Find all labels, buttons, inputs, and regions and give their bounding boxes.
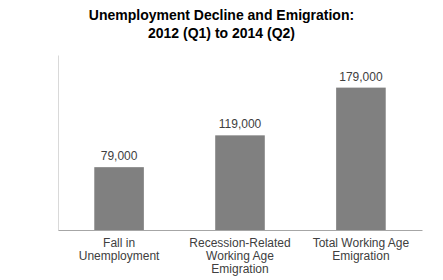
x-tick-label-line: Total Working Age xyxy=(313,236,410,250)
bar xyxy=(336,88,386,230)
x-tick-label-line: Emigration xyxy=(332,249,389,263)
x-tick-label-line: Fall in xyxy=(103,236,135,250)
bar xyxy=(215,135,265,230)
x-axis: Fall inUnemployment Recession-RelatedWork… xyxy=(59,230,423,276)
subtitle: 2012 (Q1) to 2014 (Q2) xyxy=(148,25,295,41)
x-tick: Fall inUnemployment xyxy=(79,230,160,263)
x-tick: Total Working AgeEmigration xyxy=(313,230,410,263)
chart: Unemployment Decline and Emigration: 2012… xyxy=(0,0,443,280)
bars xyxy=(94,88,385,230)
x-axis-line xyxy=(59,230,423,231)
title: Unemployment Decline and Emigration: xyxy=(89,7,354,23)
y-axis-line xyxy=(58,56,59,231)
x-tick-label: Recession-RelatedWorking AgeEmigration xyxy=(189,236,290,276)
x-tick-label: Fall inUnemployment xyxy=(79,236,160,263)
data-label: 119,000 xyxy=(219,117,262,131)
bar xyxy=(94,167,144,230)
x-tick: Recession-RelatedWorking AgeEmigration xyxy=(189,230,290,276)
plot: 79,000 119,000 179,000 Fall inUnemployment R… xyxy=(59,56,423,276)
x-tick-label-line: Recession-Related xyxy=(189,236,290,250)
data-labels: 79,000 119,000 179,000 xyxy=(101,70,383,164)
x-tick-label-line: Unemployment xyxy=(79,249,160,263)
data-label: 79,000 xyxy=(101,149,138,163)
x-tick-label-line: Working Age xyxy=(206,249,274,263)
x-tick-label: Total Working AgeEmigration xyxy=(313,236,410,263)
data-label: 179,000 xyxy=(339,70,383,84)
x-tick-label-line: Emigration xyxy=(211,262,268,276)
y-axis xyxy=(58,56,59,231)
